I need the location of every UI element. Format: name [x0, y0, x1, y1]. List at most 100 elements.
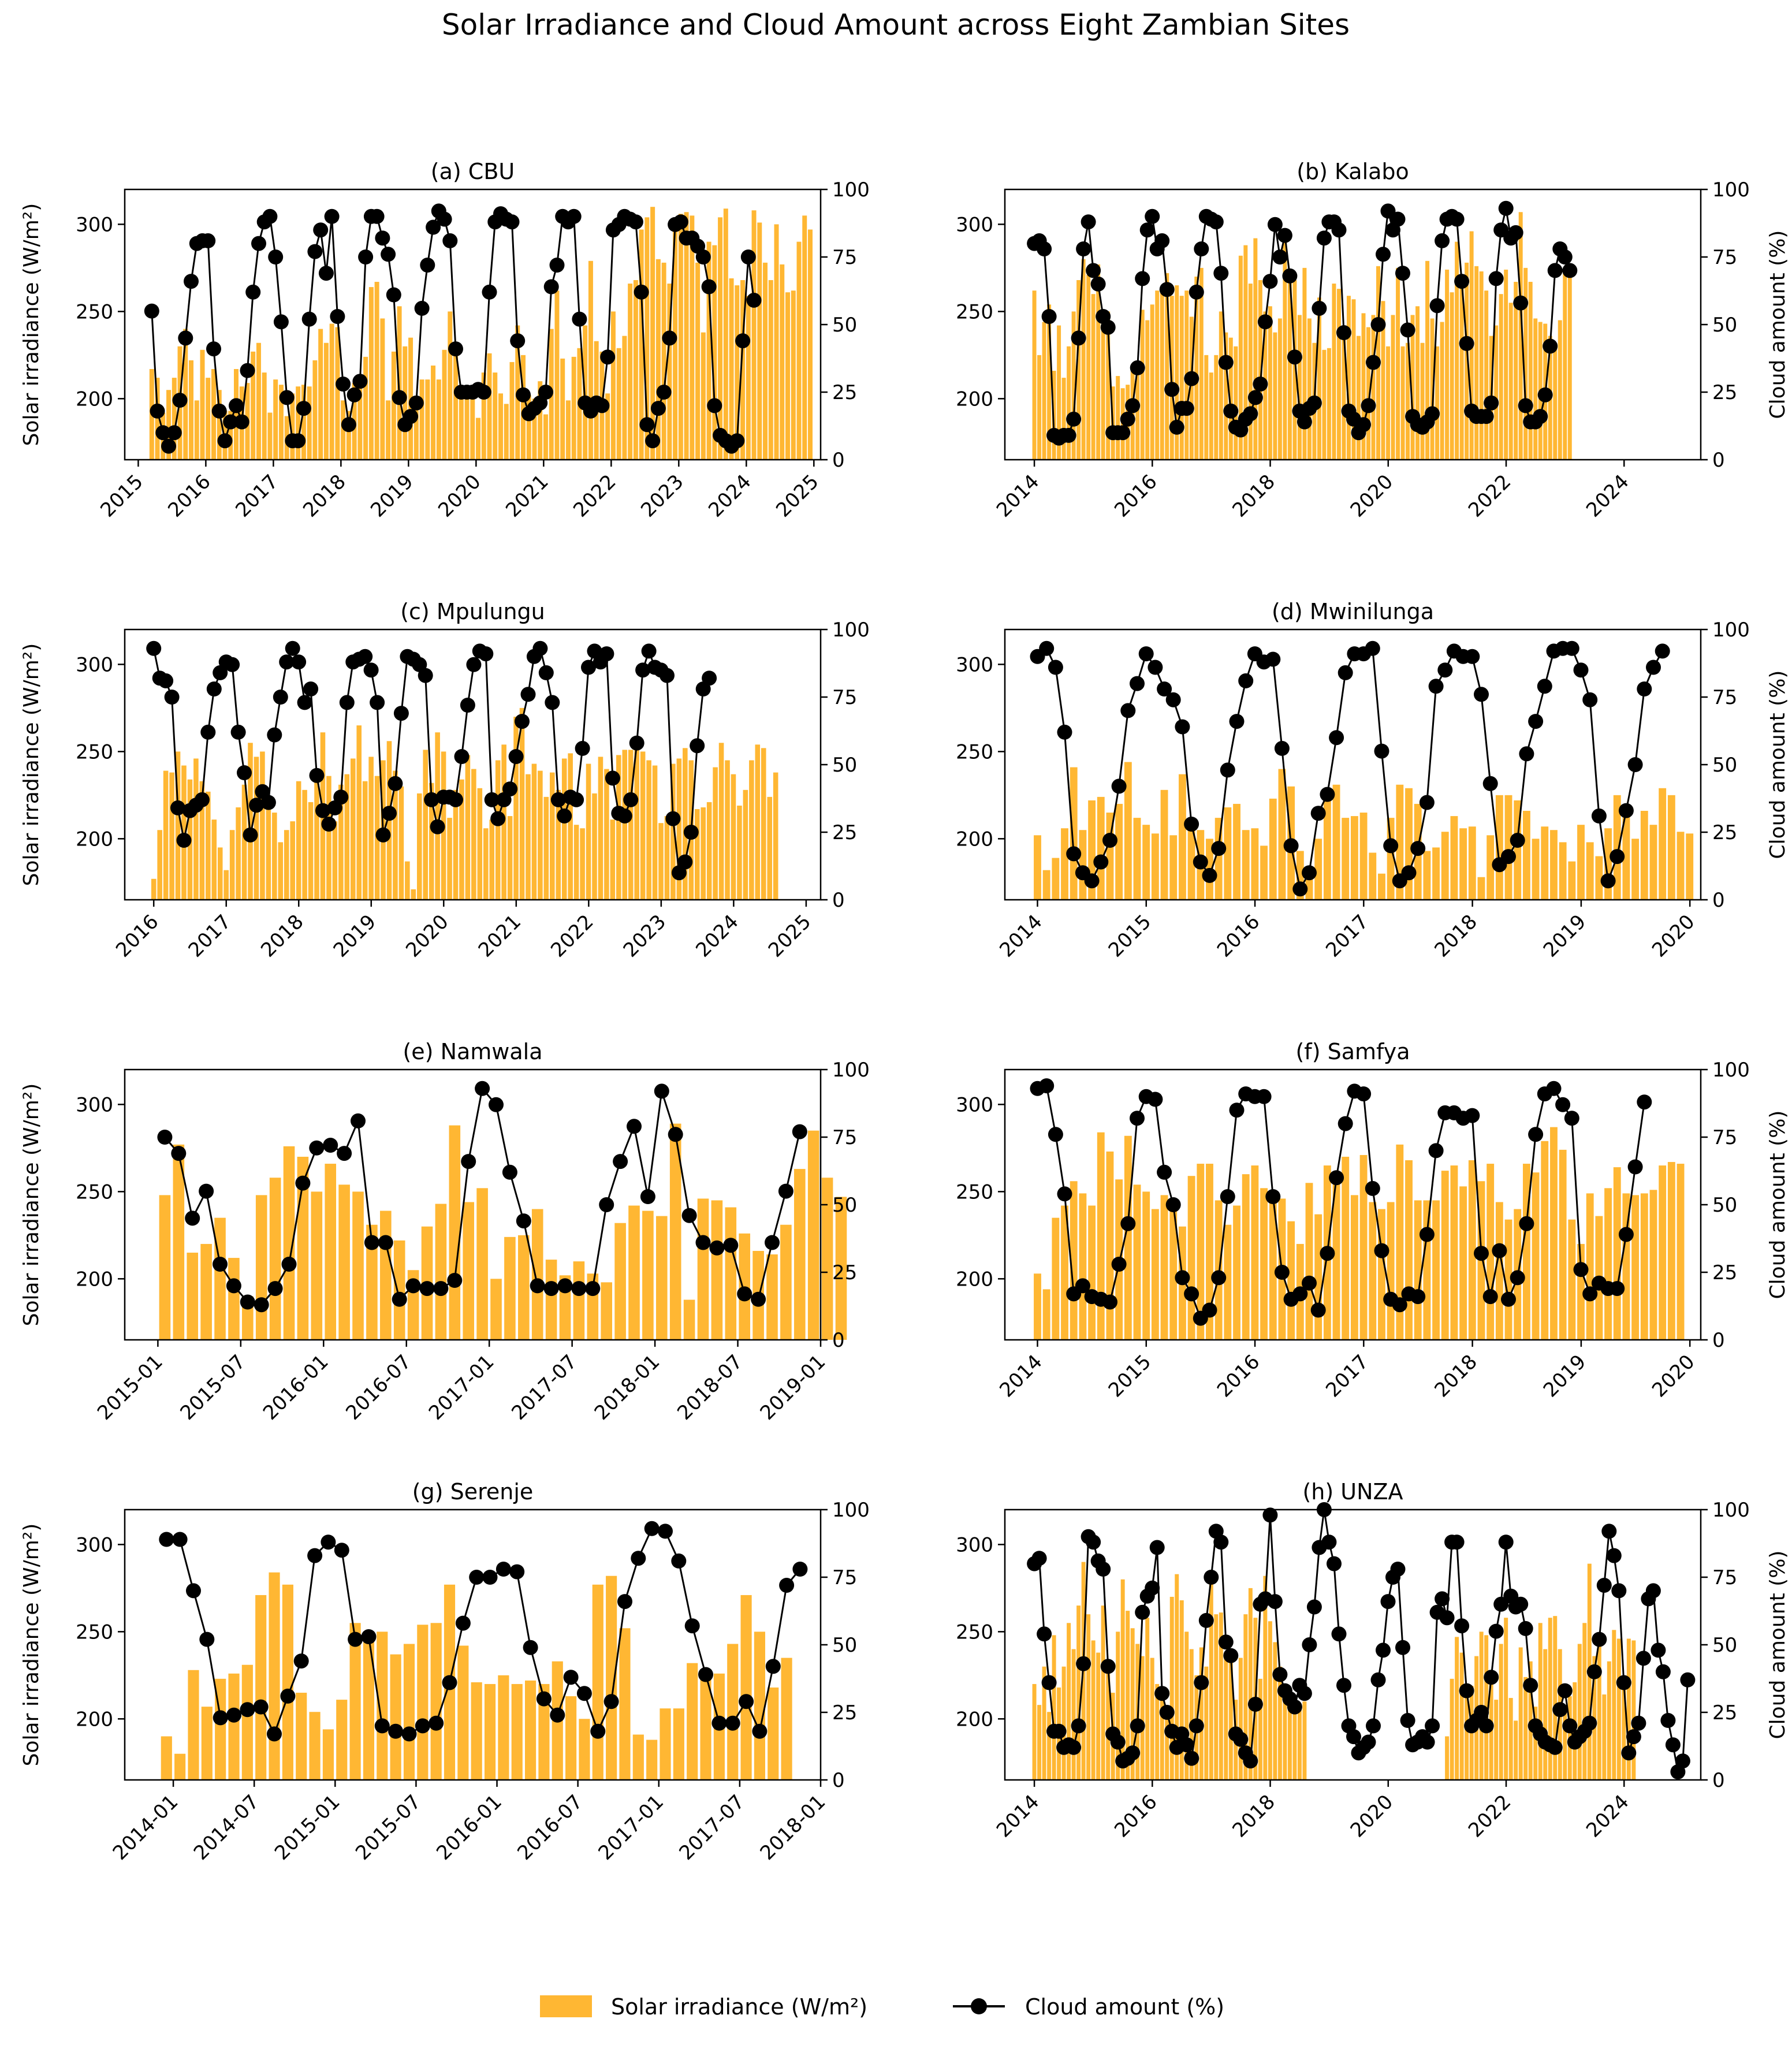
irradiance-bar [200, 1243, 212, 1340]
xtick-label: 2020 [1346, 1790, 1398, 1842]
cloud-point [1528, 714, 1544, 729]
cloud-point [489, 1097, 504, 1112]
irradiance-bar [1528, 282, 1533, 460]
cloud-point [563, 1670, 579, 1685]
cloud-point [1646, 660, 1661, 675]
irradiance-bar [1577, 1644, 1582, 1780]
cloud-point [1465, 649, 1480, 664]
cloud-point [1194, 241, 1209, 256]
irradiance-bar [1595, 856, 1603, 900]
panel-title: (b) Kalabo [1297, 159, 1409, 184]
cloud-point [363, 662, 379, 678]
irradiance-bar [189, 360, 194, 460]
cloud-point [303, 681, 319, 696]
irradiance-bar [1455, 1637, 1459, 1780]
cloud-point [279, 390, 295, 405]
cloud-point [1287, 1699, 1302, 1715]
cloud-point [1365, 1180, 1380, 1196]
irradiance-bar [767, 796, 772, 900]
cloud-point [1256, 1089, 1272, 1104]
irradiance-bar [568, 753, 573, 900]
ytick-left-label: 200 [956, 828, 993, 851]
cloud-point [1229, 1102, 1245, 1118]
irradiance-bar [1130, 1628, 1135, 1780]
ytick-right-label: 25 [1712, 381, 1737, 404]
irradiance-bar [368, 757, 374, 900]
cloud-point [1582, 692, 1598, 707]
cloud-point [388, 776, 403, 791]
cloud-point [1627, 1159, 1643, 1175]
cloud-point [1591, 808, 1607, 824]
cloud-point [447, 1273, 463, 1288]
cloud-point [1361, 1734, 1376, 1750]
irradiance-bar [166, 390, 172, 460]
irradiance-bar [712, 245, 717, 460]
cloud-point [1076, 1656, 1091, 1671]
cloud-point [430, 819, 445, 835]
irradiance-bar [188, 1670, 199, 1780]
irradiance-bar [807, 1130, 819, 1340]
irradiance-bar [307, 386, 312, 460]
irradiance-bar [604, 769, 609, 900]
xtick-label: 2025 [772, 470, 823, 522]
cloud-point [1302, 865, 1317, 881]
cloud-point [1283, 838, 1299, 854]
cloud-point [341, 417, 356, 433]
cloud-point [1410, 1289, 1426, 1305]
cloud-point [199, 1183, 214, 1199]
xtick-label: 2022 [569, 470, 620, 522]
bars-a [149, 207, 813, 460]
cloud-point [1478, 1718, 1494, 1734]
cloud-point [240, 363, 255, 378]
irradiance-bar [1160, 789, 1168, 900]
irradiance-bar [1088, 1205, 1096, 1340]
irradiance-bar [336, 1700, 348, 1780]
irradiance-bar [447, 818, 452, 900]
cloud-point [665, 811, 681, 826]
cloud-point [779, 1578, 795, 1593]
cloud-point [683, 825, 699, 840]
cloud-point [237, 765, 252, 780]
irradiance-bar [1604, 1188, 1612, 1340]
cloud-point [1420, 1734, 1435, 1750]
legend-label-cloud: Cloud amount (%) [1025, 1994, 1224, 2020]
cloud-point [1321, 1534, 1337, 1550]
cloud-point [701, 279, 717, 295]
irradiance-bar [318, 329, 323, 460]
cloud-point [386, 287, 401, 303]
cloud-point [684, 1618, 700, 1634]
irradiance-bar [573, 1261, 585, 1340]
cloud-point [1120, 1216, 1136, 1231]
cloud-point [171, 1146, 187, 1161]
irradiance-bar [1052, 1635, 1056, 1780]
irradiance-bar [273, 379, 278, 460]
panel-title: (g) Serenje [412, 1479, 534, 1504]
cloud-point [1338, 1116, 1353, 1131]
irradiance-bar [471, 769, 476, 900]
ytick-right-label: 0 [832, 1329, 845, 1352]
irradiance-bar [545, 1260, 557, 1340]
irradiance-bar [457, 1645, 469, 1780]
cloud-point [1675, 1753, 1690, 1769]
irradiance-bar [694, 809, 700, 900]
irradiance-bar [1302, 267, 1307, 460]
ytick-right-label: 0 [1712, 889, 1725, 912]
ytick-right-label: 0 [1712, 1769, 1725, 1792]
cloud-markers-g [159, 1521, 808, 1742]
cloud-point [1537, 679, 1552, 694]
cloud-point [249, 798, 264, 813]
irradiance-bar [1607, 1661, 1611, 1780]
cloud-point [639, 417, 655, 433]
cloud-point [290, 433, 306, 449]
xtick-label: 2022 [1464, 470, 1515, 522]
cloud-point [315, 803, 330, 818]
panel-title: (d) Mwinilunga [1272, 599, 1434, 624]
cloud-point [1090, 276, 1106, 292]
irradiance-bar [490, 1279, 502, 1340]
cloud-point [1586, 1664, 1602, 1679]
cloud-point [765, 1659, 781, 1674]
cloud-point [1194, 1675, 1209, 1690]
cloud-point [1592, 1631, 1607, 1647]
panel-c: (c) Mpulungu 200 250 300 0 25 50 75 100 2016 2017 2… [20, 599, 870, 962]
irradiance-bar [1479, 271, 1484, 460]
